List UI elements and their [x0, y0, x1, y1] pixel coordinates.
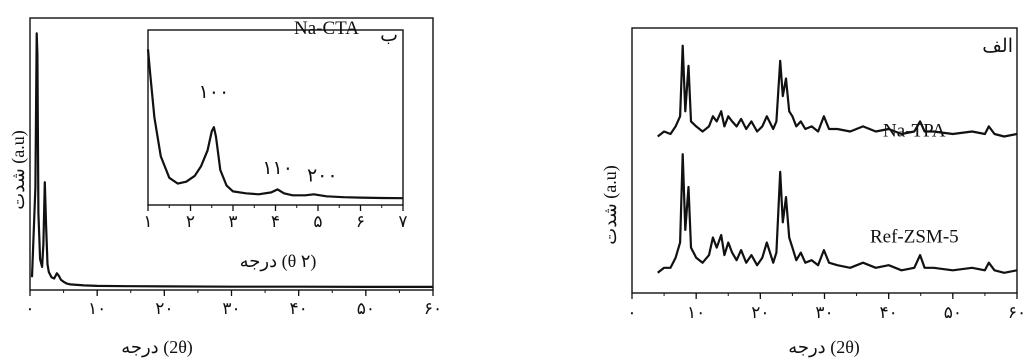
left-inset-series-line-0 — [146, 49, 404, 200]
right-x-tick-label: ۳۰ — [815, 303, 833, 322]
left-x-tick-label: ۶۰ — [424, 299, 442, 318]
right-annotation: Ref-ZSM-5 — [870, 227, 959, 248]
left-ylabel: شدت (a.u) — [8, 130, 29, 209]
left-x-tick-label: ۳۰ — [222, 299, 240, 318]
left-inset-annotation: ۱۱۰ — [262, 158, 293, 179]
left-xlabel: درجه (2θ) — [121, 337, 193, 358]
left-inset-x-tick-label: ۵ — [313, 212, 322, 231]
left-inset-x-tick-label: ۷ — [398, 212, 407, 231]
left-inset-xlabel: درجه (θ ۲) — [240, 251, 317, 272]
left-inset-x-tick-label: ۲ — [186, 212, 195, 231]
left-inset-panel-label: ب — [380, 25, 398, 46]
right-x-tick-label: ۵۰ — [944, 303, 962, 322]
right-x-tick-label: ۴۰ — [880, 303, 898, 322]
right-annotation: Na-TPA — [883, 121, 946, 142]
left-inset-annotation: Na-CTA — [294, 18, 359, 39]
left-inset-x-tick-label: ۴ — [271, 212, 280, 231]
left-x-tick-label: ۱۰ — [88, 299, 106, 318]
left-inset-x-tick-label: ۶ — [356, 212, 365, 231]
right-x-tick-label: ۶۰ — [1008, 303, 1024, 322]
right-series-line-0 — [657, 44, 1018, 138]
right-ylabel: شدت (a.u) — [600, 165, 621, 244]
right-xlabel: درجه (2θ) — [788, 337, 860, 358]
right-x-tick-label: ۲۰ — [751, 303, 769, 322]
left-x-tick-label: ۵۰ — [357, 299, 375, 318]
left-inset-annotation: ۲۰۰ — [307, 166, 338, 187]
left-inset-x-tick-label: ۳ — [228, 212, 237, 231]
left-plot-frame — [29, 17, 434, 291]
right-panel-label: الف — [982, 36, 1013, 57]
left-inset-x-tick-label: ۱ — [143, 212, 152, 231]
left-x-tick-label: ۲۰ — [155, 299, 173, 318]
right-series-line-1 — [657, 153, 1018, 274]
right-x-tick-label: ۰ — [627, 303, 636, 322]
left-x-tick-label: ۰ — [25, 299, 34, 318]
right-x-tick-label: ۱۰ — [687, 303, 705, 322]
left-x-tick-label: ۴۰ — [290, 299, 308, 318]
left-series-line-0 — [30, 32, 433, 288]
left-inset-annotation: ۱۰۰ — [199, 82, 230, 103]
